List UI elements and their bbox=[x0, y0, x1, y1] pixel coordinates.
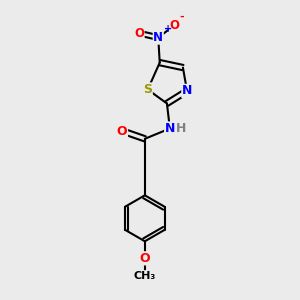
Text: +: + bbox=[164, 24, 172, 34]
Text: O: O bbox=[169, 19, 179, 32]
Text: O: O bbox=[140, 252, 150, 265]
Text: H: H bbox=[176, 122, 186, 135]
Text: S: S bbox=[143, 83, 152, 96]
Text: O: O bbox=[134, 27, 144, 40]
Text: O: O bbox=[117, 125, 128, 138]
Text: -: - bbox=[179, 12, 184, 22]
Text: CH₃: CH₃ bbox=[134, 271, 156, 281]
Text: N: N bbox=[153, 31, 163, 44]
Text: N: N bbox=[182, 84, 192, 98]
Text: N: N bbox=[165, 122, 175, 135]
